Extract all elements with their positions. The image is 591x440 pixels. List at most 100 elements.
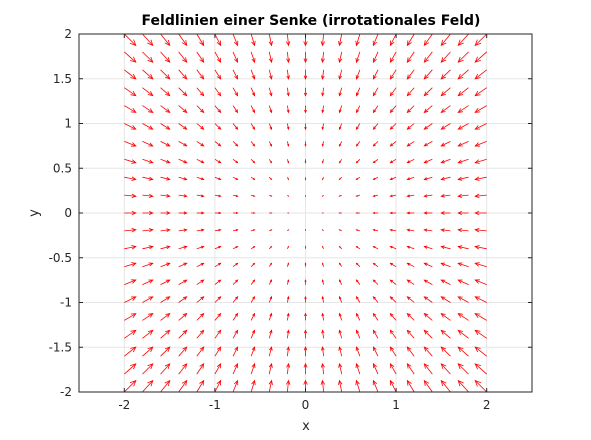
field-arrow	[142, 33, 154, 47]
field-arrow	[268, 87, 273, 97]
arrow-head	[321, 295, 325, 300]
arrow-shaft	[407, 176, 415, 180]
arrow-head	[286, 329, 290, 334]
arrow-head	[304, 161, 307, 164]
field-arrow	[286, 295, 290, 303]
y-tick-label: 0.5	[53, 161, 72, 175]
arrow-head	[423, 177, 428, 181]
field-arrow	[440, 296, 451, 303]
field-arrow	[178, 262, 188, 268]
arrow-head	[182, 57, 188, 63]
arrow-head	[218, 177, 222, 180]
field-arrow	[389, 51, 397, 64]
arrow-head	[423, 279, 428, 284]
arrow-shaft	[268, 87, 272, 96]
field-arrow	[372, 312, 379, 321]
field-arrow	[286, 105, 290, 114]
arrow-head	[148, 193, 154, 198]
field-arrow	[389, 329, 397, 339]
arrow-shaft	[196, 229, 204, 232]
arrow-head	[270, 212, 273, 214]
arrow-head	[183, 194, 188, 198]
arrow-shaft	[424, 194, 433, 197]
arrow-shaft	[142, 194, 153, 197]
field-arrow	[423, 123, 433, 130]
field-arrow	[287, 245, 289, 249]
field-arrow	[196, 228, 205, 232]
arrow-head	[355, 195, 358, 197]
field-arrow	[440, 176, 451, 181]
arrow-shaft	[268, 51, 272, 63]
arrow-head	[166, 211, 171, 215]
arrow-shaft	[250, 380, 255, 393]
arrow-shaft	[322, 87, 325, 96]
arrow-head	[216, 40, 222, 47]
field-arrow	[457, 211, 469, 215]
field-arrow	[250, 379, 256, 393]
arrow-head	[474, 227, 480, 233]
arrow-head	[322, 178, 324, 181]
arrow-head	[303, 362, 308, 368]
arrow-shaft	[441, 158, 451, 164]
field-arrow	[457, 105, 469, 113]
field-arrow	[440, 329, 451, 339]
arrow-head	[389, 126, 394, 130]
field-arrow	[320, 362, 325, 375]
arrow-shaft	[441, 141, 451, 147]
field-arrow	[321, 279, 325, 285]
arrow-head	[199, 329, 205, 335]
arrow-shaft	[389, 51, 397, 63]
arrow-shaft	[232, 279, 238, 285]
field-arrow	[389, 312, 397, 321]
field-arrow	[232, 158, 239, 164]
field-arrow	[178, 33, 188, 47]
arrow-head	[389, 109, 394, 114]
field-arrow	[440, 312, 451, 321]
arrow-head	[423, 74, 429, 80]
arrow-head	[406, 228, 411, 232]
field-arrow	[423, 33, 433, 47]
field-arrow	[457, 87, 469, 97]
arrow-head	[182, 74, 188, 80]
arrow-shaft	[142, 380, 154, 393]
field-arrow	[232, 279, 239, 285]
field-arrow	[457, 329, 469, 339]
arrow-head	[304, 262, 307, 265]
arrow-shaft	[474, 33, 487, 46]
arrow-head	[183, 245, 188, 249]
field-arrow	[474, 51, 487, 63]
field-arrow	[338, 159, 343, 164]
arrow-head	[268, 379, 273, 386]
arrow-head	[338, 279, 342, 283]
field-arrow	[406, 176, 415, 181]
arrow-head	[440, 296, 446, 301]
field-arrow	[321, 329, 325, 339]
arrow-shaft	[124, 105, 137, 113]
field-arrow	[338, 329, 343, 339]
arrow-shaft	[424, 141, 433, 147]
arrow-head	[164, 346, 171, 352]
arrow-head	[338, 109, 342, 114]
arrow-shaft	[178, 33, 188, 46]
arrow-shaft	[458, 279, 469, 285]
field-arrow	[287, 229, 290, 232]
arrow-head	[457, 313, 463, 318]
field-arrow	[178, 279, 188, 285]
arrow-head	[147, 73, 154, 80]
field-arrow	[142, 176, 154, 181]
arrow-shaft	[339, 123, 343, 130]
arrow-shaft	[160, 69, 171, 80]
arrow-shaft	[424, 229, 433, 232]
field-arrow	[457, 69, 469, 80]
arrow-head	[457, 363, 464, 370]
field-arrow	[196, 296, 205, 303]
arrow-head	[165, 262, 171, 267]
field-arrow	[160, 33, 171, 47]
field-arrow	[178, 296, 188, 303]
arrow-head	[218, 160, 222, 164]
arrow-shaft	[124, 51, 137, 63]
field-arrow	[232, 246, 239, 250]
field-arrow	[389, 194, 397, 198]
arrow-shaft	[339, 105, 343, 113]
arrow-shaft	[440, 363, 451, 375]
